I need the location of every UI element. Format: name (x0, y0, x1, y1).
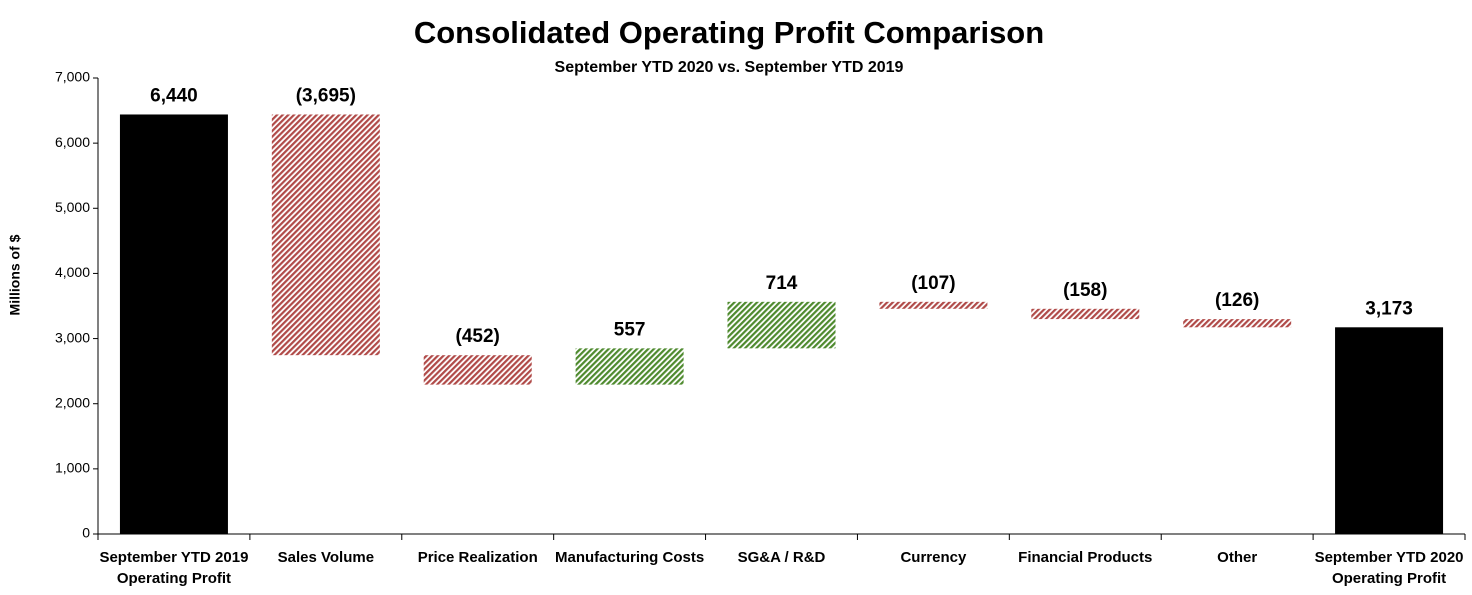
y-tick-label: 0 (82, 525, 90, 541)
y-tick-label: 1,000 (55, 460, 90, 476)
bar (1031, 308, 1140, 320)
y-tick-label: 5,000 (55, 199, 90, 215)
value-label: 3,173 (1365, 298, 1413, 319)
x-tick-label: Currency (900, 549, 967, 566)
chart-subtitle: September YTD 2020 vs. September YTD 201… (555, 59, 904, 76)
bar (1335, 327, 1444, 534)
value-label: 557 (614, 319, 646, 340)
x-tick-label: Sales Volume (278, 549, 374, 566)
bar (271, 114, 380, 356)
value-label: (3,695) (296, 85, 356, 106)
x-tick-label: Price Realization (418, 549, 538, 566)
x-tick-label: September YTD 2020 Operating Profit (1315, 549, 1464, 587)
x-tick-label: SG&A / R&D (738, 549, 826, 566)
bar (1183, 319, 1292, 328)
bar (575, 348, 684, 385)
value-label: (452) (456, 326, 500, 347)
value-label: 6,440 (150, 85, 198, 106)
x-tick-label: Financial Products (1018, 549, 1152, 566)
y-axis-label: Millions of $ (7, 234, 23, 315)
bar (727, 301, 836, 349)
bar (119, 114, 228, 534)
bar (423, 355, 532, 385)
y-tick-label: 4,000 (55, 264, 90, 280)
value-label: (107) (911, 273, 955, 294)
bar (879, 301, 988, 309)
value-label: (158) (1063, 280, 1107, 301)
x-tick-label: Other (1217, 549, 1257, 566)
y-tick-label: 6,000 (55, 134, 90, 150)
value-label: (126) (1215, 290, 1259, 311)
x-tick-label: September YTD 2019 Operating Profit (99, 549, 248, 587)
y-tick-label: 7,000 (55, 69, 90, 85)
chart-title: Consolidated Operating Profit Comparison (414, 15, 1044, 50)
y-tick-label: 2,000 (55, 394, 90, 410)
value-label: 714 (766, 273, 798, 294)
x-tick-label: Manufacturing Costs (555, 549, 704, 566)
y-tick-label: 3,000 (55, 329, 90, 345)
